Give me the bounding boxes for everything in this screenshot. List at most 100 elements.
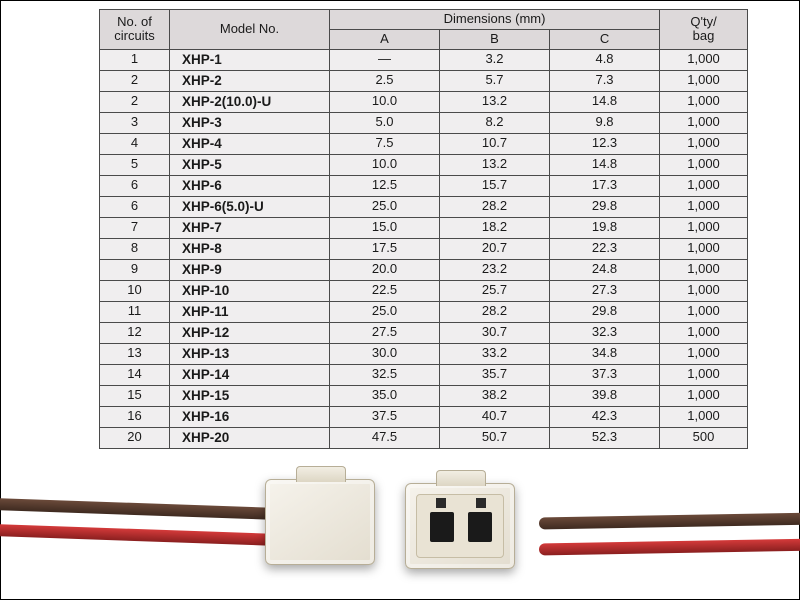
cell-dim-a: 10.0: [330, 91, 440, 112]
table-row: 2XHP-2(10.0)-U10.013.214.81,000: [100, 91, 748, 112]
cell-dim-a: 27.5: [330, 322, 440, 343]
table-row: 6XHP-6(5.0)-U25.028.229.81,000: [100, 196, 748, 217]
cell-dim-a: 37.5: [330, 406, 440, 427]
cell-dim-a: 10.0: [330, 154, 440, 175]
table-row: 1XHP-1—3.24.81,000: [100, 49, 748, 70]
table-row: 2XHP-22.55.77.31,000: [100, 70, 748, 91]
connector-cavity-2: [468, 512, 492, 542]
cell-circuits: 11: [100, 301, 170, 322]
cell-dim-a: 20.0: [330, 259, 440, 280]
connector-photo-area: [1, 459, 799, 599]
cell-qty: 1,000: [660, 322, 748, 343]
table-row: 9XHP-920.023.224.81,000: [100, 259, 748, 280]
cell-qty: 1,000: [660, 49, 748, 70]
cell-dim-c: 14.8: [550, 91, 660, 112]
cell-dim-c: 7.3: [550, 70, 660, 91]
cell-qty: 1,000: [660, 133, 748, 154]
table-row: 16XHP-1637.540.742.31,000: [100, 406, 748, 427]
cell-qty: 1,000: [660, 259, 748, 280]
table-row: 10XHP-1022.525.727.31,000: [100, 280, 748, 301]
cell-qty: 1,000: [660, 385, 748, 406]
wire-red-left: [0, 524, 291, 547]
cell-circuits: 3: [100, 112, 170, 133]
cell-qty: 1,000: [660, 217, 748, 238]
header-qty: Q'ty/ bag: [660, 10, 748, 50]
cell-dim-b: 40.7: [440, 406, 550, 427]
cell-model: XHP-10: [170, 280, 330, 301]
cell-dim-b: 38.2: [440, 385, 550, 406]
cell-dim-b: 8.2: [440, 112, 550, 133]
cell-circuits: 20: [100, 427, 170, 448]
cell-dim-c: 9.8: [550, 112, 660, 133]
table-row: 6XHP-612.515.717.31,000: [100, 175, 748, 196]
cell-model: XHP-13: [170, 343, 330, 364]
cell-model: XHP-5: [170, 154, 330, 175]
cell-dim-a: 17.5: [330, 238, 440, 259]
table-row: 20XHP-2047.550.752.3500: [100, 427, 748, 448]
wire-brown-left: [0, 498, 291, 521]
cell-dim-b: 30.7: [440, 322, 550, 343]
cell-dim-a: 15.0: [330, 217, 440, 238]
cell-dim-a: 12.5: [330, 175, 440, 196]
cell-dim-c: 29.8: [550, 301, 660, 322]
cell-circuits: 4: [100, 133, 170, 154]
cell-dim-c: 12.3: [550, 133, 660, 154]
cell-dim-b: 3.2: [440, 49, 550, 70]
cell-dim-a: 25.0: [330, 301, 440, 322]
connector-key-2: [476, 498, 486, 508]
cell-model: XHP-3: [170, 112, 330, 133]
connector-key-1: [436, 498, 446, 508]
header-circuits: No. of circuits: [100, 10, 170, 50]
cell-dim-b: 35.7: [440, 364, 550, 385]
header-dim-c: C: [550, 29, 660, 49]
cell-model: XHP-20: [170, 427, 330, 448]
cell-dim-b: 33.2: [440, 343, 550, 364]
cell-circuits: 14: [100, 364, 170, 385]
table-header: No. of circuits Model No. Dimensions (mm…: [100, 10, 748, 50]
cell-qty: 1,000: [660, 91, 748, 112]
cell-model: XHP-4: [170, 133, 330, 154]
cell-circuits: 1: [100, 49, 170, 70]
cell-circuits: 5: [100, 154, 170, 175]
cell-dim-c: 32.3: [550, 322, 660, 343]
cell-model: XHP-15: [170, 385, 330, 406]
cell-qty: 1,000: [660, 154, 748, 175]
cell-dim-c: 37.3: [550, 364, 660, 385]
header-circuits-l1: No. of: [117, 14, 152, 29]
cell-dim-c: 19.8: [550, 217, 660, 238]
spec-table: No. of circuits Model No. Dimensions (mm…: [99, 9, 748, 449]
cell-dim-a: 47.5: [330, 427, 440, 448]
cell-dim-a: 30.0: [330, 343, 440, 364]
header-dimensions: Dimensions (mm): [330, 10, 660, 30]
header-dim-b: B: [440, 29, 550, 49]
table-row: 4XHP-47.510.712.31,000: [100, 133, 748, 154]
page: No. of circuits Model No. Dimensions (mm…: [0, 0, 800, 600]
cell-model: XHP-16: [170, 406, 330, 427]
cell-dim-a: —: [330, 49, 440, 70]
cell-circuits: 9: [100, 259, 170, 280]
table-row: 14XHP-1432.535.737.31,000: [100, 364, 748, 385]
cell-dim-c: 52.3: [550, 427, 660, 448]
cell-dim-a: 32.5: [330, 364, 440, 385]
header-dim-a: A: [330, 29, 440, 49]
cell-circuits: 2: [100, 91, 170, 112]
cell-dim-c: 22.3: [550, 238, 660, 259]
cell-qty: 1,000: [660, 343, 748, 364]
spec-table-container: No. of circuits Model No. Dimensions (mm…: [99, 9, 747, 449]
table-row: 5XHP-510.013.214.81,000: [100, 154, 748, 175]
cell-qty: 1,000: [660, 196, 748, 217]
cell-circuits: 16: [100, 406, 170, 427]
cell-dim-c: 24.8: [550, 259, 660, 280]
header-qty-l2: bag: [693, 28, 715, 43]
table-row: 8XHP-817.520.722.31,000: [100, 238, 748, 259]
cell-dim-b: 18.2: [440, 217, 550, 238]
cell-circuits: 12: [100, 322, 170, 343]
cell-dim-a: 22.5: [330, 280, 440, 301]
cell-model: XHP-7: [170, 217, 330, 238]
table-body: 1XHP-1—3.24.81,0002XHP-22.55.77.31,0002X…: [100, 49, 748, 448]
cell-qty: 1,000: [660, 175, 748, 196]
wire-red-right: [539, 539, 800, 556]
cell-circuits: 6: [100, 196, 170, 217]
cell-qty: 1,000: [660, 112, 748, 133]
connector-latch-right: [436, 470, 486, 486]
